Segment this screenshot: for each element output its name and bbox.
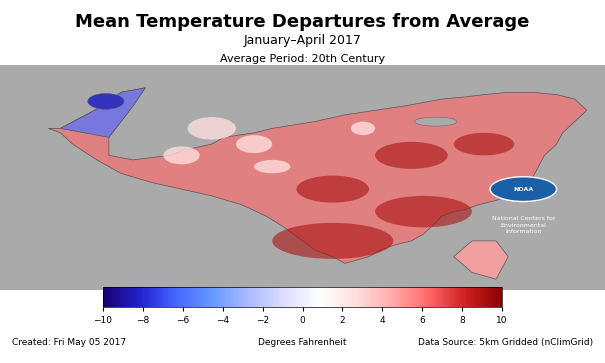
Ellipse shape bbox=[88, 93, 124, 109]
Text: National Centers for
Environmental
Information: National Centers for Environmental Infor… bbox=[492, 216, 555, 234]
Ellipse shape bbox=[272, 223, 393, 259]
Text: Created: Fri May 05 2017: Created: Fri May 05 2017 bbox=[12, 338, 126, 347]
Polygon shape bbox=[454, 241, 508, 279]
Text: Mean Temperature Departures from Average: Mean Temperature Departures from Average bbox=[75, 13, 530, 31]
Text: January–April 2017: January–April 2017 bbox=[244, 34, 361, 47]
Ellipse shape bbox=[454, 133, 514, 155]
Ellipse shape bbox=[163, 146, 200, 164]
Ellipse shape bbox=[414, 117, 457, 126]
Ellipse shape bbox=[296, 176, 369, 203]
Circle shape bbox=[490, 177, 557, 201]
Polygon shape bbox=[60, 88, 145, 137]
Ellipse shape bbox=[188, 117, 236, 140]
Ellipse shape bbox=[236, 135, 272, 153]
Text: Data Source: 5km Gridded (nClimGrid): Data Source: 5km Gridded (nClimGrid) bbox=[418, 338, 593, 347]
Text: Degrees Fahrenheit: Degrees Fahrenheit bbox=[258, 338, 347, 347]
Ellipse shape bbox=[254, 160, 290, 174]
Polygon shape bbox=[48, 88, 587, 264]
Ellipse shape bbox=[351, 122, 375, 135]
Text: NOAA: NOAA bbox=[513, 187, 534, 192]
Ellipse shape bbox=[375, 142, 448, 169]
Text: Average Period: 20th Century: Average Period: 20th Century bbox=[220, 54, 385, 64]
FancyBboxPatch shape bbox=[0, 65, 605, 290]
Ellipse shape bbox=[375, 196, 472, 227]
